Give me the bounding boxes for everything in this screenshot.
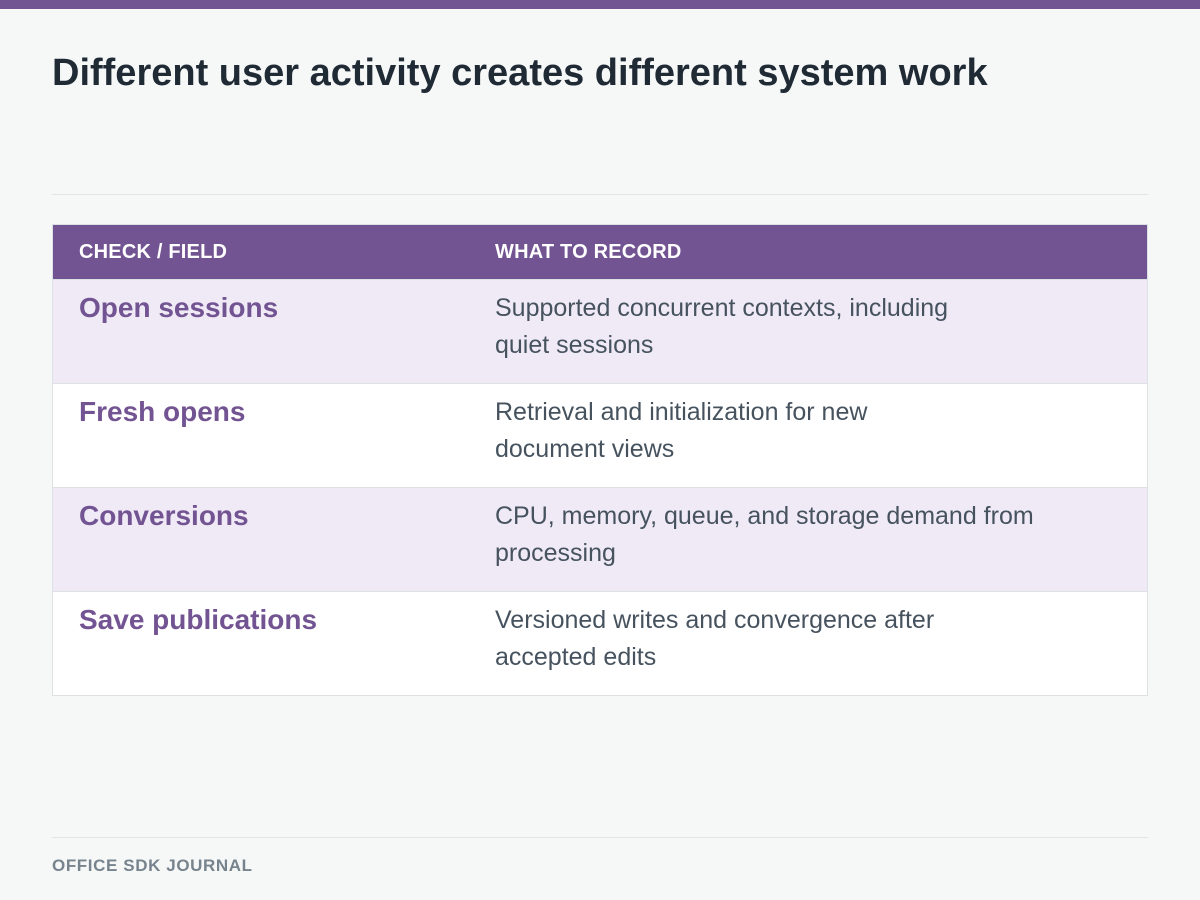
row-description-line: Versioned writes and convergence after: [495, 606, 935, 634]
footer-publication-name: OFFICE SDK JOURNAL: [52, 856, 253, 875]
row-label: Conversions: [79, 500, 249, 531]
row-description-line: document views: [495, 435, 675, 463]
row-label: Open sessions: [79, 292, 279, 323]
top-accent-bar: [0, 0, 1200, 9]
footer-divider: [52, 837, 1148, 838]
table-row: Fresh opens Retrieval and initialization…: [53, 383, 1147, 487]
row-description-line: processing: [495, 539, 616, 567]
header-what-to-record: WHAT TO RECORD: [495, 241, 682, 263]
row-label: Fresh opens: [79, 396, 246, 427]
row-label: Save publications: [79, 604, 318, 635]
title-divider: [52, 194, 1148, 195]
table-row: Save publications Versioned writes and c…: [53, 591, 1147, 695]
row-description-line: accepted edits: [495, 643, 657, 671]
checklist-table: CHECK / FIELD WHAT TO RECORD Open sessio…: [52, 224, 1148, 696]
row-description: CPU, memory, queue, and storage demand f…: [495, 498, 1095, 572]
table-row: Open sessions Supported concurrent conte…: [53, 279, 1147, 383]
row-description-line: Retrieval and initialization for new: [495, 398, 868, 426]
table-header: CHECK / FIELD WHAT TO RECORD: [53, 225, 1147, 279]
page-title: Different user activity creates differen…: [52, 52, 988, 94]
row-description: Supported concurrent contexts, including…: [495, 290, 1095, 364]
row-description-line: Supported concurrent contexts, including: [495, 294, 949, 322]
row-description: Versioned writes and convergence after a…: [495, 602, 1095, 676]
header-check-field: CHECK / FIELD: [79, 241, 228, 263]
row-description-line: CPU, memory, queue, and storage demand f…: [495, 502, 1034, 530]
row-description: Retrieval and initialization for new doc…: [495, 394, 1095, 468]
table-row: Conversions CPU, memory, queue, and stor…: [53, 487, 1147, 591]
row-description-line: quiet sessions: [495, 331, 654, 359]
